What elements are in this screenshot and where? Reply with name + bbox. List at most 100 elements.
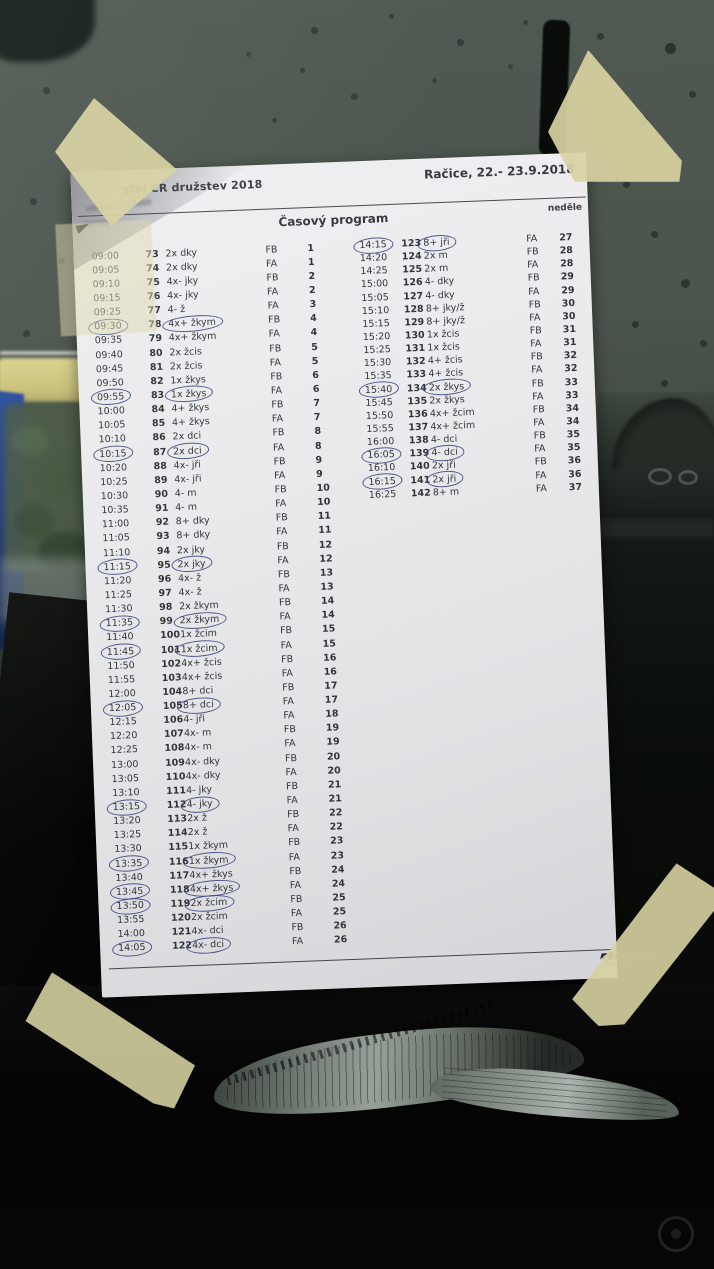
race-time-cell: 11:35 [105,617,134,630]
boat-class-cell: 4- m [175,501,198,514]
reflection-band [600,520,714,538]
final-phase-cell: FA [527,259,539,272]
race-order-cell: 7 [313,412,321,424]
race-number-cell: 102 [161,657,182,670]
race-order-cell: 27 [559,232,573,244]
final-phase-cell: FB [279,625,293,637]
boat-class-cell: 4x+ žkym [168,331,217,344]
final-phase-cell: FB [274,484,287,496]
final-phase-cell: FB [270,371,283,383]
program-title: Časový program [278,211,389,230]
race-order-cell: 1 [307,256,315,268]
race-number-cell: 84 [151,403,165,416]
race-time-cell: 09:50 [96,377,125,390]
race-time-cell: 12:25 [110,744,139,757]
final-phase-cell: FA [272,441,285,454]
dashboard-emblem [658,1216,694,1252]
race-number-cell: 89 [154,474,168,487]
masking-tape-top-left-underlay [55,219,157,337]
final-phase-cell: FB [531,377,544,390]
race-order-cell: 11 [318,524,332,537]
race-number-cell: 87 [152,446,167,458]
final-phase-cell: FA [266,286,279,298]
race-time-cell: 09:40 [95,348,123,361]
race-time-cell: 15:45 [365,396,394,409]
race-number-cell: 100 [159,629,181,642]
race-number-cell: 117 [169,869,190,882]
race-order-cell: 14 [321,609,335,622]
race-order-cell: 25 [332,906,347,918]
race-number-cell: 111 [165,785,187,797]
race-time-cell: 12:20 [109,730,138,743]
race-order-cell: 8 [314,440,322,452]
race-number-cell: 132 [405,356,426,368]
race-number-cell: 90 [154,488,169,501]
race-order-cell: 15 [322,637,337,650]
final-phase-cell: FB [283,724,297,736]
final-phase-cell: FA [530,338,542,350]
race-number-cell: 82 [150,375,164,388]
final-phase-cell: FA [273,469,286,482]
race-order-cell: 32 [563,350,578,362]
race-order-cell: 37 [568,481,583,494]
race-number-cell: 96 [157,573,172,585]
boat-class-cell: 8+ jři [423,236,450,249]
boat-class-cell: 1x žcis [426,328,460,341]
boat-class-cell: 4x+ žkys [189,882,234,896]
race-time-cell: 15:20 [362,331,391,344]
race-number-cell: 107 [163,728,185,741]
race-number-cell: 110 [165,771,186,783]
final-phase-cell: FB [277,568,291,581]
race-time-cell: 13:00 [110,758,139,771]
race-order-cell: 22 [328,807,343,819]
race-number-cell: 113 [167,813,188,826]
race-number-cell: 97 [158,587,173,600]
race-time-cell: 15:05 [361,291,389,304]
race-time-cell: 09:45 [95,363,124,376]
race-number-cell: 114 [167,827,188,840]
race-number-cell: 121 [171,926,192,939]
boat-class-cell: 2x žkym [179,614,220,627]
boat-class-cell: 4x- jky [166,275,199,288]
race-number-cell: 103 [161,672,182,684]
boat-class-cell: 1x žcis [427,341,461,354]
race-time-cell: 11:20 [103,574,132,588]
boat-class-cell: 2x žkys [428,380,465,394]
race-order-cell: 19 [325,722,340,735]
race-time-cell: 11:40 [106,631,134,644]
boat-class-cell: 1x žkys [170,373,207,387]
final-phase-cell: FA [531,364,543,377]
race-time-cell: 14:20 [359,252,388,265]
race-order-cell: 23 [330,849,345,862]
final-phase-cell: FA [534,443,546,455]
race-order-cell: 18 [325,708,339,721]
final-phase-cell: FB [271,399,284,411]
final-phase-cell: FA [278,583,290,595]
race-order-cell: 8 [314,426,322,438]
race-number-cell: 83 [150,389,165,402]
race-time-cell: 11:10 [102,546,131,559]
race-time-cell: 13:40 [115,871,144,884]
race-number-cell: 124 [401,250,422,263]
race-order-cell: 35 [566,429,581,441]
race-number-cell: 99 [159,615,174,628]
boat-class-cell: 2x dci [172,430,202,443]
race-order-cell: 17 [324,680,338,692]
race-time-cell: 13:35 [114,857,143,870]
final-phase-cell: FB [291,922,304,934]
race-time-cell: 09:55 [96,391,125,404]
race-number-cell: 106 [163,714,184,727]
race-number-cell: 93 [156,531,170,543]
race-number-cell: 133 [406,369,427,381]
race-time-cell: 14:25 [360,265,388,278]
final-phase-cell: FB [284,752,298,765]
race-order-cell: 15 [321,623,336,636]
boat-class-cell: 4x- dci [191,925,224,938]
race-order-cell: 21 [327,779,342,791]
boat-class-cell: 8+ m [432,486,460,499]
race-time-cell: 11:55 [107,673,136,686]
final-phase-cell: FA [267,300,279,312]
final-phase-cell: FA [535,469,547,482]
final-phase-cell: FB [534,456,548,469]
race-time-cell: 14:05 [117,942,146,955]
